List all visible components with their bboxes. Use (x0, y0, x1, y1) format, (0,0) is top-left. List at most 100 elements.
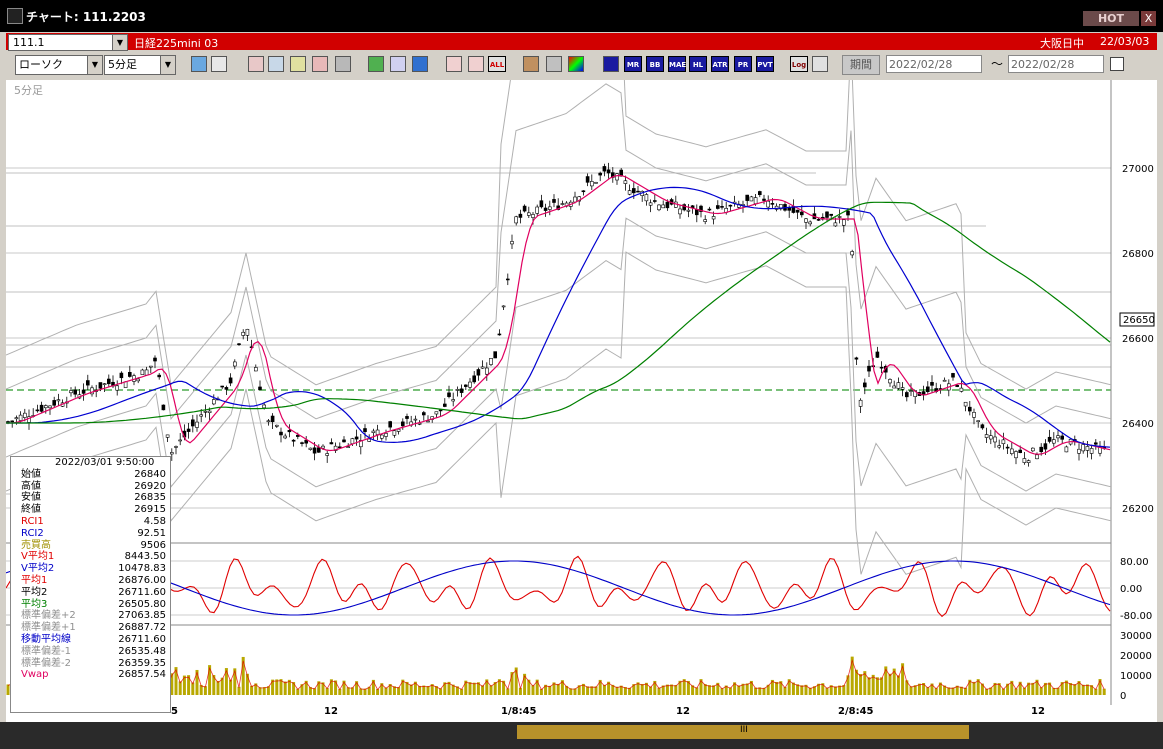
candle-body (73, 389, 77, 395)
pr-button[interactable]: PR (734, 56, 752, 72)
candle-body (1031, 447, 1035, 452)
price-chart[interactable]: 5分足 27000 26800 26600 26400 26200 80.00 0.00 -8… (6, 80, 1157, 723)
candle-body (375, 429, 380, 435)
chart-settings-icon[interactable] (290, 56, 306, 72)
volume-bar (472, 682, 476, 695)
crosshair-icon[interactable] (211, 56, 227, 72)
info-row: V平均2 10478.83 (11, 563, 170, 575)
volume-bar (275, 679, 279, 695)
candle-body (480, 366, 485, 369)
volume-bar (846, 675, 850, 695)
volume-bar (493, 682, 497, 695)
mr-button[interactable]: MR (624, 56, 642, 72)
candle-body (703, 219, 708, 222)
time-tick-label: 5 (171, 706, 178, 717)
info-row: 平均1 26876.00 (11, 575, 170, 587)
candle-body (165, 434, 170, 438)
info-value: 9506 (140, 539, 166, 551)
volume-bar (409, 684, 413, 695)
color-icon[interactable] (568, 56, 584, 72)
redo-icon[interactable] (412, 56, 428, 72)
info-icon[interactable] (335, 56, 351, 72)
scroll-thumb[interactable] (517, 725, 969, 739)
candle-body (245, 328, 250, 336)
candle-body (972, 412, 976, 418)
volume-bar (674, 685, 678, 695)
zoom-icon[interactable] (191, 56, 207, 72)
all-button[interactable]: ALL (488, 56, 506, 72)
period-button[interactable]: 期間 (842, 55, 880, 75)
candle-body (539, 200, 544, 208)
volume-tick-label: 0 (1120, 691, 1126, 702)
candle-body (1005, 446, 1010, 449)
export-icon[interactable] (812, 56, 828, 72)
chart-type-select[interactable]: ローソク ▼ (15, 55, 103, 75)
candle-body (342, 439, 346, 443)
log-button[interactable]: Log (790, 56, 808, 72)
candle-body (426, 420, 430, 423)
candle-body (69, 390, 73, 394)
volume-bar (245, 673, 249, 695)
candle-body (400, 421, 405, 427)
pointer-icon[interactable] (390, 56, 406, 72)
toggle-checkbox[interactable] (1110, 57, 1124, 71)
info-value: 26711.60 (118, 586, 166, 598)
draw-line-icon[interactable] (368, 56, 384, 72)
volume-bar (569, 688, 573, 695)
search-chart-icon[interactable] (268, 56, 284, 72)
volume-bar (884, 666, 888, 695)
candle-body (829, 213, 834, 216)
candle-body (850, 251, 855, 256)
candle-body (363, 428, 367, 432)
market-date: 22/03/03 (1100, 35, 1150, 48)
volume-bar (749, 680, 753, 695)
pvt-button[interactable]: PVT (756, 56, 774, 72)
volume-bar (943, 685, 947, 695)
bb-button[interactable]: BB (646, 56, 664, 72)
candle-body (413, 418, 418, 421)
interval-select[interactable]: 5分足 ▼ (104, 55, 176, 75)
close-button[interactable]: X (1141, 11, 1156, 26)
chevron-down-icon[interactable]: ▼ (112, 35, 127, 50)
bar-icon[interactable] (446, 56, 462, 72)
candle-body (283, 435, 288, 439)
candle-body (102, 383, 107, 385)
candle-icon[interactable] (312, 56, 328, 72)
atr-button[interactable]: ATR (711, 56, 729, 72)
chevron-down-icon[interactable]: ▼ (87, 56, 102, 74)
bar2-icon[interactable] (468, 56, 484, 72)
chart-area[interactable]: 5分足 27000 26800 26600 26400 26200 80.00 0.00 -8… (6, 80, 1157, 723)
hl-button[interactable]: HL (689, 56, 707, 72)
volume-bar (497, 679, 501, 695)
chevron-down-icon[interactable]: ▼ (160, 56, 175, 74)
candle-body (455, 389, 460, 391)
candle-body (745, 194, 750, 201)
candle-body (463, 384, 468, 387)
tools-icon[interactable] (523, 56, 539, 72)
volume-bar (1094, 688, 1098, 695)
wrench-icon[interactable] (546, 56, 562, 72)
volume-bar (712, 685, 716, 695)
volume-bar (510, 672, 514, 695)
info-value: 8443.50 (124, 551, 166, 563)
symbol-select[interactable]: 111.1 ▼ (8, 34, 128, 51)
volume-bar (707, 685, 711, 695)
info-label: 始値 (21, 468, 41, 480)
date-to-input[interactable]: 2022/02/28 (1008, 55, 1104, 73)
volume-bar (220, 677, 224, 695)
download-icon[interactable] (248, 56, 264, 72)
mae-button[interactable]: MAE (668, 56, 686, 72)
candle-body (925, 386, 930, 392)
candle-body (115, 385, 119, 391)
candle-body (442, 403, 447, 407)
candle-body (631, 188, 636, 194)
table-icon[interactable] (603, 56, 619, 72)
volume-bar (665, 684, 669, 695)
candle-body (258, 386, 262, 391)
hot-button[interactable]: HOT (1083, 11, 1139, 26)
candle-body (241, 331, 245, 336)
volume-bar (854, 669, 858, 695)
date-from-input[interactable]: 2022/02/28 (886, 55, 982, 73)
info-value: 26711.60 (118, 633, 166, 645)
candle-body (22, 412, 27, 418)
